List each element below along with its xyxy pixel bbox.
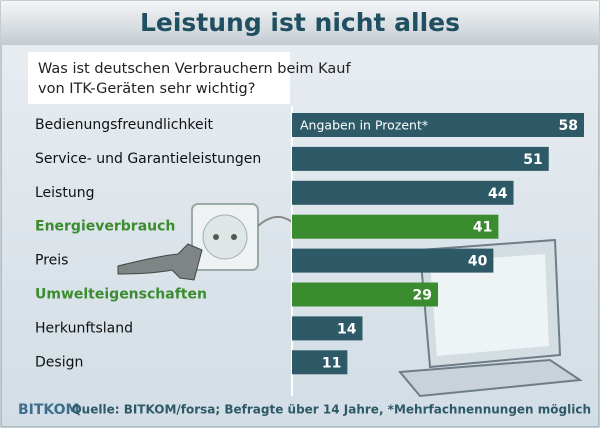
value-label: 29 <box>413 288 432 304</box>
bar <box>292 180 514 205</box>
value-label: 14 <box>337 321 357 337</box>
bar <box>292 214 499 239</box>
subtitle: von ITK-Geräten sehr wichtig? <box>38 81 255 97</box>
bar <box>292 146 549 171</box>
value-label: 40 <box>468 254 488 270</box>
category-label: Bedienungsfreundlichkeit <box>35 117 213 133</box>
bar <box>292 282 438 307</box>
category-label: Leistung <box>35 185 94 201</box>
subtitle: Was ist deutschen Verbrauchern beim Kauf <box>38 61 351 77</box>
socket-illustration <box>117 203 293 281</box>
chart-title: Leistung ist nicht alles <box>140 8 460 37</box>
value-label: 11 <box>322 355 341 371</box>
value-label: 51 <box>523 152 542 168</box>
title-band <box>1 1 599 45</box>
bar <box>292 316 363 341</box>
category-label: Umwelteigenschaften <box>35 287 207 303</box>
value-label: 58 <box>559 118 578 134</box>
category-label: Service- und Garantieleistungen <box>35 151 261 167</box>
bar <box>292 113 584 137</box>
value-label: 41 <box>473 220 492 236</box>
bar <box>292 350 348 375</box>
category-label: Energieverbrauch <box>35 219 175 235</box>
annotation: Angaben in Prozent* <box>300 118 428 133</box>
category-label: Preis <box>35 253 68 269</box>
category-label: Design <box>35 354 83 370</box>
value-label: 44 <box>488 186 508 202</box>
category-label: Herkunftsland <box>35 320 133 336</box>
source: Quelle: BITKOM/forsa; Befragte über 14 J… <box>71 403 591 417</box>
subtitle-box <box>28 52 290 104</box>
bar <box>292 248 494 273</box>
logo: BITKOM <box>18 402 79 418</box>
